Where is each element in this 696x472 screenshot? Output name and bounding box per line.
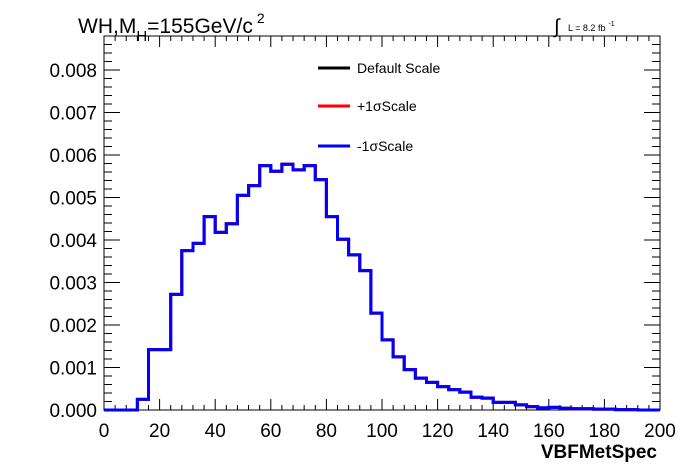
y-tick-label: 0.005 (49, 189, 97, 210)
series-line-2 (104, 162, 660, 412)
y-tick-label: 0.008 (49, 61, 97, 82)
legend-label: Default Scale (357, 60, 440, 76)
x-tick-label: 20 (149, 421, 170, 442)
lumi-superscript: -1 (608, 21, 614, 28)
legend-label: -1σScale (357, 138, 413, 154)
legend-label: +1σScale (357, 98, 417, 114)
y-tick-label: 0.003 (49, 274, 97, 295)
x-tick-label: 140 (477, 421, 509, 442)
y-tick-label: 0.006 (49, 146, 97, 167)
y-tick-label: 0.007 (49, 104, 97, 125)
x-axis-ticks: 0 20 40 60 80 100 120 140 160 180 200 (99, 36, 676, 442)
title-rest: =155GeV/c (147, 15, 253, 38)
x-tick-label: 0 (99, 421, 110, 442)
y-axis-ticks: 0.000 0.001 0.002 0.003 0.004 0.005 0.006 0.007… (49, 35, 660, 422)
x-tick-label: 80 (316, 421, 337, 442)
x-tick-label: 120 (422, 421, 454, 442)
integral-sign: ∫ (553, 16, 561, 38)
chart-title: WH,MH=155GeV/c 2 (78, 10, 265, 45)
x-tick-label: 180 (589, 421, 621, 442)
y-tick-label: 0.001 (49, 359, 97, 380)
title-subscript: H (136, 28, 147, 45)
y-tick-label: 0.002 (49, 316, 97, 337)
title-superscript: 2 (257, 10, 265, 26)
plot-frame (103, 35, 661, 411)
y-tick-label: 0.004 (49, 231, 97, 252)
series-group (104, 162, 660, 412)
x-tick-label: 100 (366, 421, 398, 442)
title-main: WH,M (78, 15, 136, 38)
x-tick-label: 200 (644, 421, 676, 442)
x-tick-label: 60 (260, 421, 281, 442)
lumi-label: L = 8.2 fb -1 (568, 21, 615, 33)
legend: Default Scale +1σScale -1σScale (318, 60, 440, 154)
y-tick-label: 0.000 (49, 401, 97, 422)
x-tick-label: 160 (533, 421, 565, 442)
lumi-text: L = 8.2 fb (568, 23, 605, 33)
x-tick-label: 40 (205, 421, 226, 442)
series-line-0 (104, 162, 660, 412)
x-axis-label: VBFMetSpec (541, 442, 658, 463)
series-line-1 (104, 162, 660, 412)
